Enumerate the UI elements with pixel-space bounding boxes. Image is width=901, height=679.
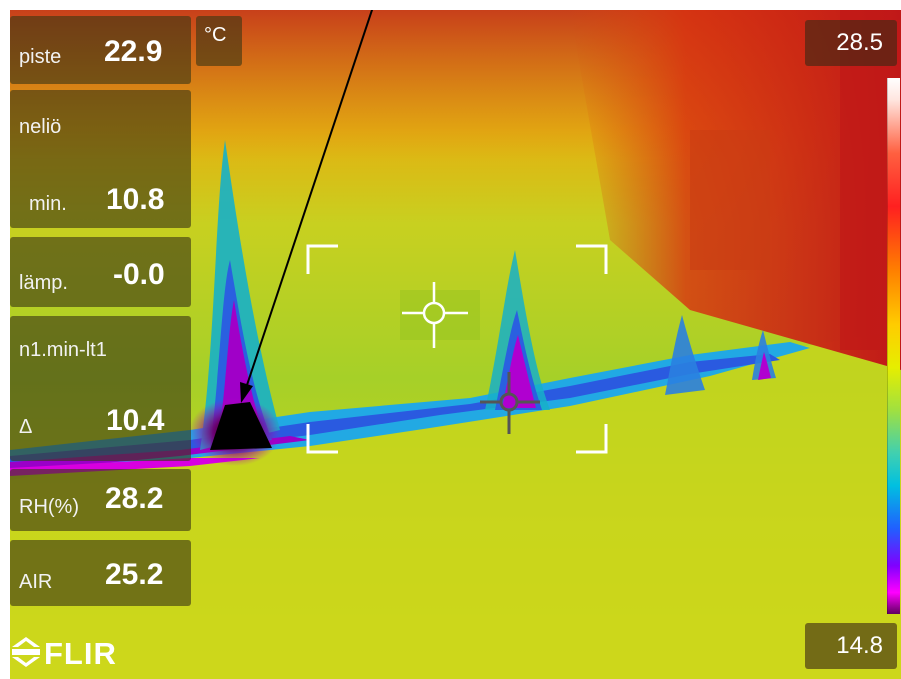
- crosshair-icon: [402, 282, 468, 348]
- difference-readout: n1.min-lt1 Δ 10.4: [10, 316, 191, 461]
- flir-logo-icon: [12, 637, 40, 667]
- temp-label: lämp.: [19, 272, 68, 294]
- air-label: AIR: [19, 571, 53, 593]
- air-value: 25.2: [105, 558, 164, 591]
- difference-name-label: n1.min-lt1: [19, 339, 107, 361]
- spot-label: piste: [19, 46, 62, 68]
- spot-value: 22.9: [104, 35, 163, 68]
- scale-min-value: 14.8: [836, 632, 883, 659]
- delta-label: Δ: [19, 416, 33, 438]
- temp-readout: lämp. -0.0: [10, 237, 191, 307]
- measurement-area-frame: [306, 244, 608, 454]
- delta-value: 10.4: [106, 404, 165, 437]
- temperature-color-scale: [887, 78, 900, 614]
- unit-indicator: °C: [196, 16, 242, 66]
- area-label: neliö: [19, 116, 62, 138]
- annotation-arrow: [240, 10, 374, 403]
- rh-value: 28.2: [105, 482, 164, 515]
- min-label: min.: [29, 193, 67, 215]
- spot-readout: piste 22.9: [10, 16, 191, 84]
- air-temp-readout: AIR 25.2: [10, 540, 191, 606]
- scale-max-value: 28.5: [836, 29, 883, 56]
- scale-min-readout: 14.8: [805, 623, 897, 669]
- temp-value: -0.0: [113, 258, 165, 291]
- thermal-image: [10, 10, 901, 679]
- unit-label: °C: [204, 24, 227, 46]
- thermal-scene: [10, 10, 901, 679]
- brand-logo: FLIR: [12, 636, 117, 672]
- scale-max-readout: 28.5: [805, 20, 897, 66]
- crosshair-icon: [480, 372, 540, 434]
- brand-name: FLIR: [44, 636, 117, 671]
- area-readout: neliö min. 10.8: [10, 90, 191, 228]
- humidity-readout: RH(%) 28.2: [10, 469, 191, 531]
- rh-label: RH(%): [19, 496, 79, 518]
- min-value: 10.8: [106, 183, 165, 216]
